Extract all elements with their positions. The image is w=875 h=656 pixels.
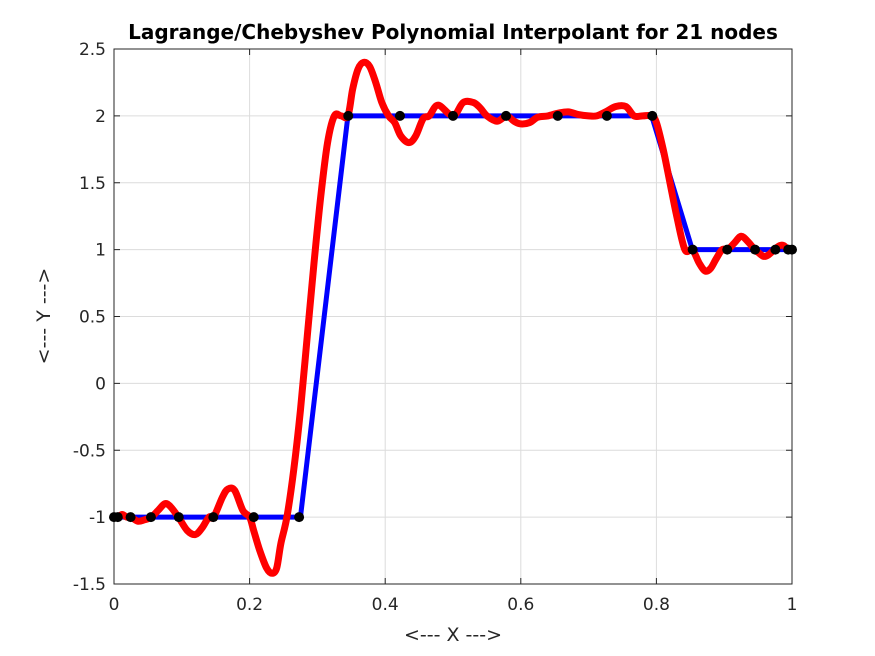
x-tick-label: 1 xyxy=(787,595,798,615)
x-axis-title: <--- X ---> xyxy=(404,624,502,646)
node-marker xyxy=(294,512,305,523)
ticks xyxy=(113,48,793,585)
y-axis-title: <--- Y ---> xyxy=(33,268,55,365)
y-tick-label: 1.5 xyxy=(79,174,106,194)
x-tick-label: 0 xyxy=(109,595,120,615)
y-tick-label: 0.5 xyxy=(79,308,106,328)
interpolant-line xyxy=(114,58,792,577)
node-marker xyxy=(448,110,458,121)
x-tick-label: 0.6 xyxy=(507,595,534,615)
y-tick-label: -1.5 xyxy=(73,575,106,595)
y-tick-label: 1 xyxy=(95,241,106,261)
node-marker xyxy=(125,512,136,523)
x-tick-label: 0.2 xyxy=(236,595,263,615)
y-tick-label: 2 xyxy=(95,107,106,127)
node-marker xyxy=(722,244,733,255)
node-marker xyxy=(787,244,797,255)
tick-labels: 0 0.2 0.4 0.6 0.8 1 -1.5 -1 -0.5 0 0.5 1 1.5 2 2.5 xyxy=(73,40,798,615)
node-marker xyxy=(208,512,219,523)
y-tick-label: 0 xyxy=(95,374,106,394)
node-marker xyxy=(501,110,512,121)
node-marker xyxy=(173,512,184,523)
node-marker xyxy=(248,512,259,523)
series-layer xyxy=(109,58,797,577)
node-marker xyxy=(145,512,156,523)
y-tick-label: -1 xyxy=(89,508,106,528)
node-marker xyxy=(343,110,354,121)
chart-title: Lagrange/Chebyshev Polynomial Interpolan… xyxy=(128,20,778,44)
node-marker xyxy=(552,110,563,121)
node-marker xyxy=(647,110,658,121)
node-marker xyxy=(394,110,405,121)
x-tick-label: 0.8 xyxy=(643,595,670,615)
y-tick-label: -0.5 xyxy=(73,441,106,461)
node-marker xyxy=(770,244,781,255)
node-marker xyxy=(750,244,761,255)
x-tick-label: 0.4 xyxy=(372,595,399,615)
node-marker xyxy=(112,512,123,523)
node-marker xyxy=(687,244,698,255)
y-tick-label: 2.5 xyxy=(79,40,106,60)
node-marker xyxy=(601,110,612,121)
